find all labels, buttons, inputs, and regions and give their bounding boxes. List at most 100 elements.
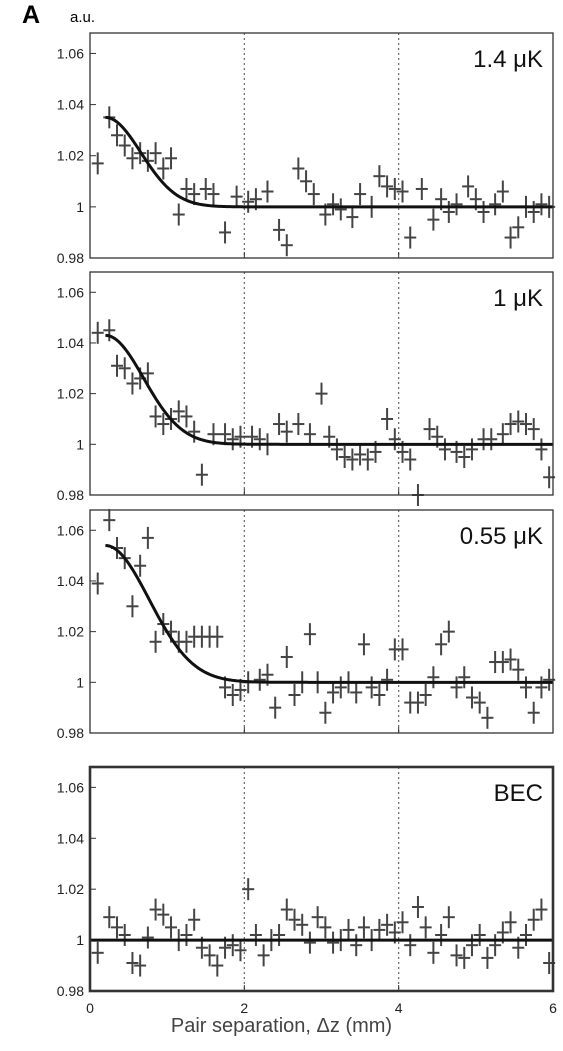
data-point (149, 405, 162, 428)
data-point (423, 418, 436, 441)
data-point (226, 428, 239, 451)
data-point (280, 898, 293, 921)
y-tick-label: 1.02 (57, 624, 84, 640)
panel-frame (89, 32, 554, 259)
data-point (307, 183, 320, 206)
data-point (512, 410, 525, 433)
data-point (303, 423, 316, 446)
data-point (327, 681, 340, 704)
data-point (172, 400, 185, 423)
data-point (180, 630, 193, 653)
data-point (512, 658, 525, 681)
data-point (261, 180, 274, 203)
data-point (141, 526, 154, 549)
data-point (496, 651, 509, 674)
data-point (334, 198, 347, 221)
data-point (242, 878, 255, 901)
y-tick-label: 0.98 (57, 725, 84, 741)
fit-curve (105, 115, 553, 209)
data-point (180, 177, 193, 200)
data-point (346, 448, 359, 471)
data-point (342, 918, 355, 941)
data-point (188, 908, 201, 931)
data-point (327, 193, 340, 216)
data-point (435, 924, 448, 946)
data-point (442, 906, 455, 929)
y-tick-label: 1.04 (57, 573, 84, 589)
data-point (465, 934, 478, 957)
data-point (311, 906, 324, 929)
data-point (273, 218, 286, 241)
data-point (381, 913, 394, 936)
data-point (427, 666, 440, 689)
data-point (442, 200, 455, 223)
data-point (249, 924, 262, 946)
data-point (327, 931, 340, 954)
x-axis-title: Pair separation, Δz (mm) (170, 1015, 393, 1037)
data-point (504, 226, 517, 249)
data-point (269, 696, 282, 719)
data-point (288, 908, 301, 931)
data-point (280, 234, 293, 257)
data-point (172, 203, 185, 226)
y-tick-label: 1.02 (57, 881, 84, 897)
panel-condition-label: BEC (494, 780, 543, 807)
data-point (219, 221, 232, 244)
data-point (134, 554, 147, 577)
data-point (180, 924, 193, 946)
data-point (149, 142, 162, 165)
x-tick-label: 0 (86, 1000, 94, 1016)
data-point (357, 633, 370, 656)
data-point (419, 683, 432, 706)
data-point (118, 924, 131, 946)
data-point (535, 193, 548, 216)
data-point (111, 124, 124, 147)
data-point (126, 372, 139, 395)
y-tick-label: 1.06 (57, 284, 84, 300)
data-point (188, 420, 201, 443)
y-tick-label: 0.98 (57, 250, 84, 266)
data-point (141, 362, 154, 385)
data-point (458, 946, 471, 969)
data-point (404, 226, 417, 249)
data-point (350, 681, 363, 704)
data-point (211, 954, 224, 977)
data-point (373, 683, 386, 706)
data-point (230, 185, 243, 208)
data-point (404, 934, 417, 957)
data-point (381, 175, 394, 198)
data-point (465, 438, 478, 461)
data-point (450, 676, 463, 699)
data-point (357, 916, 370, 939)
data-point (396, 911, 409, 934)
data-point (103, 509, 116, 532)
data-point (226, 683, 239, 706)
data-point (535, 898, 548, 921)
data-point (303, 623, 316, 646)
data-point (462, 175, 475, 198)
data-point (338, 445, 351, 468)
y-tick-label: 1.04 (57, 830, 84, 846)
data-point (354, 183, 367, 206)
panel-letter: A (22, 1, 41, 29)
panel-frame (89, 271, 554, 496)
data-point (504, 413, 517, 436)
data-point (253, 428, 266, 451)
panel-condition-label: 1.4 μK (473, 46, 543, 73)
data-point (388, 177, 401, 200)
data-point (473, 924, 486, 946)
data-point (504, 648, 517, 671)
y-tick-label: 1.04 (57, 335, 84, 351)
data-point (219, 423, 232, 446)
data-point (354, 443, 367, 466)
data-point (292, 413, 305, 436)
data-point (419, 916, 432, 939)
panel-condition-label: 0.55 μK (460, 523, 543, 550)
data-point (519, 924, 532, 946)
data-point (481, 946, 494, 969)
data-point (388, 428, 401, 451)
data-point (157, 903, 170, 926)
data-point (458, 666, 471, 689)
